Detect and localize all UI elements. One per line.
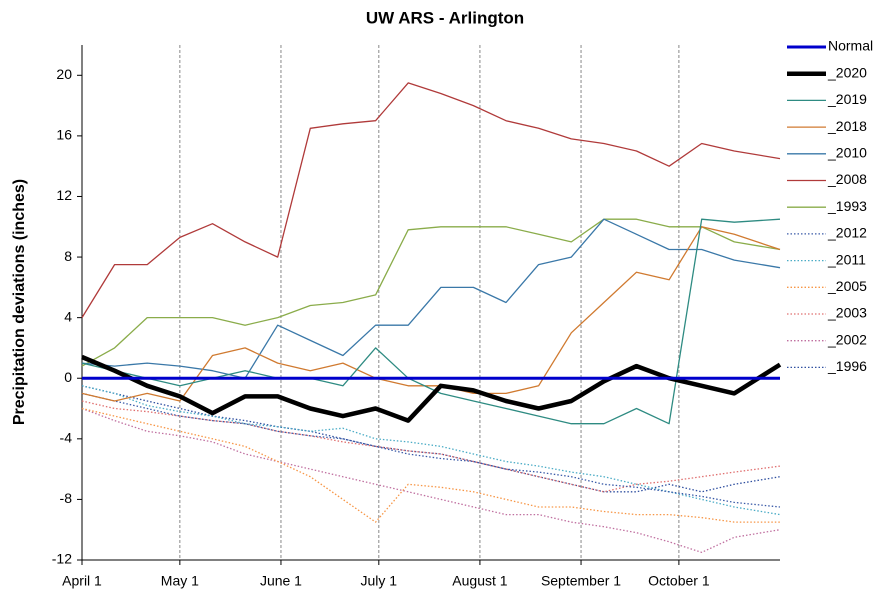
series-line <box>81 385 781 516</box>
series-line <box>81 407 780 523</box>
x-tick-label: August 1 <box>452 573 507 589</box>
series-line <box>81 226 781 402</box>
x-tick-label: September 1 <box>541 573 621 589</box>
series-line <box>81 392 781 508</box>
series-line <box>81 218 781 367</box>
x-tick-label: May 1 <box>161 573 199 589</box>
chart-title: UW ARS - Arlington <box>366 8 524 27</box>
x-tick-label: July 1 <box>361 573 398 589</box>
legend-label: _2019 <box>827 91 867 107</box>
y-tick-label: 0 <box>64 369 72 385</box>
legend-label: _2011 <box>827 251 866 267</box>
x-tick-label: April 1 <box>62 573 102 589</box>
legend-label: _2020 <box>827 64 867 80</box>
y-tick-label: -8 <box>60 490 73 506</box>
legend-label: _2002 <box>827 331 867 347</box>
legend-label: _1993 <box>827 198 867 214</box>
y-axis-label: Precipitation deviations (inches) <box>11 179 28 425</box>
y-tick-label: 12 <box>56 187 72 203</box>
legend-label: _2010 <box>827 145 867 161</box>
legend-label: _1996 <box>827 358 867 374</box>
y-tick-label: 20 <box>56 66 72 82</box>
x-tick-label: October 1 <box>648 573 710 589</box>
y-tick-label: 16 <box>56 127 72 143</box>
legend-label: _2008 <box>827 171 867 187</box>
y-tick-label: -12 <box>52 551 72 567</box>
series-line <box>81 218 781 379</box>
legend-label: Normal <box>828 38 873 54</box>
series-line <box>81 218 781 425</box>
x-tick-label: June 1 <box>260 573 302 589</box>
y-tick-label: -4 <box>60 430 73 446</box>
y-tick-label: 8 <box>64 248 72 264</box>
series-line <box>81 400 781 493</box>
legend-label: _2003 <box>827 305 867 321</box>
legend-label: _2018 <box>827 118 867 134</box>
legend-label: _2005 <box>827 278 867 294</box>
series-line <box>81 385 781 493</box>
series-line <box>81 407 781 554</box>
legend-label: _2012 <box>827 225 867 241</box>
series-line <box>81 354 782 423</box>
y-tick-label: 4 <box>64 308 72 324</box>
series-line <box>81 82 781 318</box>
